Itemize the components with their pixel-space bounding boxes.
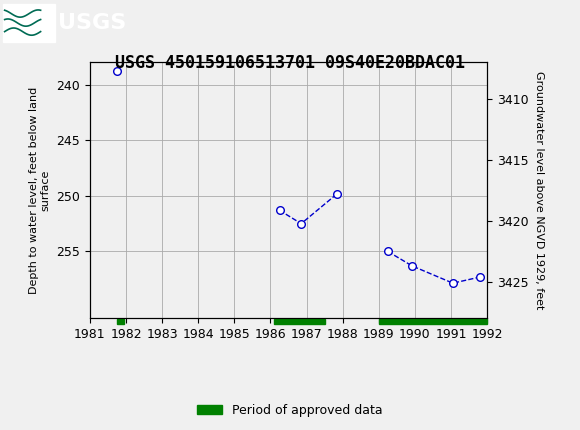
Text: USGS: USGS [58, 12, 126, 33]
Text: USGS 450159106513701 09S40E20BDAC01: USGS 450159106513701 09S40E20BDAC01 [115, 54, 465, 72]
Y-axis label: Depth to water level, feet below land
surface: Depth to water level, feet below land su… [29, 87, 50, 294]
Bar [274, 319, 325, 324]
Bar [117, 319, 124, 324]
Bar [379, 319, 487, 324]
Y-axis label: Groundwater level above NGVD 1929, feet: Groundwater level above NGVD 1929, feet [534, 71, 544, 310]
Legend: Period of approved data: Period of approved data [192, 399, 388, 421]
Bar [3, 3, 55, 42]
